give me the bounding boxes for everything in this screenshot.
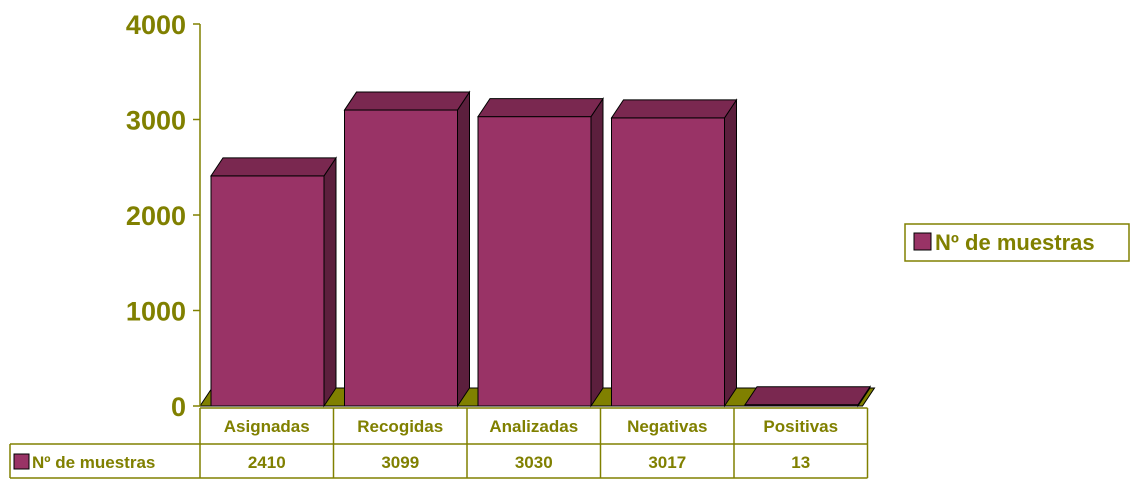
category-label: Asignadas (224, 417, 310, 436)
bar-negativas (610, 98, 738, 408)
legend-swatch (913, 232, 932, 251)
row-header-label: Nº de muestras (32, 453, 155, 472)
bar-front-face (210, 175, 325, 407)
y-tick-label: 1000 (126, 297, 186, 327)
bar-front-face (477, 116, 592, 407)
value-label: 3030 (515, 453, 553, 472)
value-label: 3017 (648, 453, 686, 472)
value-label: 13 (791, 453, 810, 472)
bar-top-face (744, 386, 871, 406)
bar-analizadas (477, 96, 604, 408)
bar-front-face (344, 109, 458, 407)
category-label: Positivas (763, 417, 838, 436)
value-label: 3099 (381, 453, 419, 472)
y-tick-label: 0 (171, 392, 186, 422)
y-tick-label: 2000 (126, 201, 186, 231)
category-label: Negativas (627, 417, 707, 436)
bar-side-face (724, 98, 737, 408)
bar-top-face (343, 91, 471, 111)
bar-front-face (611, 117, 725, 407)
legend-label: Nº de muestras (935, 230, 1095, 255)
bar-top-face (210, 157, 337, 177)
bar-side-face (323, 156, 337, 408)
bar-asignadas (210, 156, 337, 408)
bar-side-face (590, 96, 604, 408)
category-label: Recogidas (357, 417, 443, 436)
bar-recogidas (343, 90, 471, 408)
legend-box (904, 223, 1130, 262)
y-tick-label: 4000 (126, 10, 186, 40)
y-tick-label: 3000 (126, 106, 186, 136)
bar-side-face (457, 90, 470, 408)
bar-top-face (477, 98, 604, 118)
category-label: Analizadas (489, 417, 578, 436)
value-label: 2410 (248, 453, 286, 472)
bar-positivas (744, 385, 871, 408)
bar-top-face (610, 99, 738, 119)
row-legend-key (13, 453, 30, 470)
